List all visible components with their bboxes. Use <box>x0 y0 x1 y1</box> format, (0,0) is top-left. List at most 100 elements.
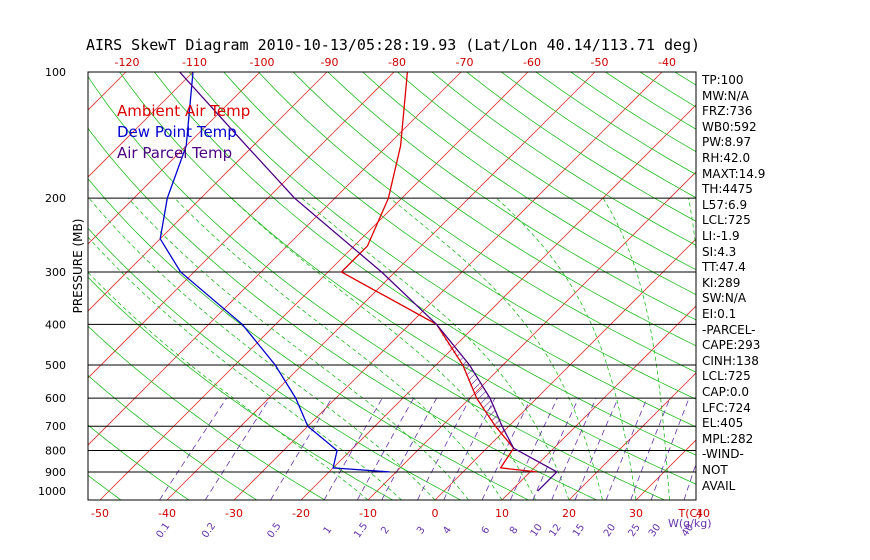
mixing-ratio-line <box>270 397 333 500</box>
dry-adiabat-line <box>292 72 696 347</box>
pressure-tick-label: 700 <box>45 420 66 433</box>
mixing-ratio-line <box>650 397 690 500</box>
moist-adiabat-line <box>496 197 637 500</box>
isotherm-line <box>166 72 596 500</box>
mixing-ratio-line <box>509 397 558 500</box>
dry-adiabat-line <box>88 325 326 500</box>
sounding-index: L57:6.9 <box>702 197 748 212</box>
sounding-index: TT:47.4 <box>702 260 746 275</box>
dew-point-temp-line <box>159 72 390 473</box>
legend-entry: Air Parcel Temp <box>117 144 232 162</box>
isotherm-line <box>501 305 696 500</box>
dry-adiabat-line <box>88 75 665 500</box>
air-parcel-temp-line <box>179 72 558 492</box>
top-temp-tick-label: -90 <box>321 56 339 69</box>
dry-adiabat-line <box>744 72 870 500</box>
sounding-index: FRZ:736 <box>702 104 753 119</box>
sounding-index: CAPE:293 <box>702 338 761 353</box>
bottom-temp-tick-label: 40 <box>696 507 710 520</box>
mixing-ratio-label: 30 <box>647 522 663 539</box>
legend-entry: Dew Point Temp <box>117 123 237 141</box>
pressure-tick-label: 400 <box>45 318 66 331</box>
isotherm-line <box>568 372 696 500</box>
moist-adiabat-line <box>174 197 503 500</box>
sounding-index: TP:100 <box>702 73 744 87</box>
legend-entry: Ambient Air Temp <box>117 102 250 120</box>
mixing-ratio-label: 25 <box>626 522 642 539</box>
pressure-tick-label: 800 <box>45 445 66 458</box>
mixing-ratio-line <box>481 397 532 500</box>
pressure-tick-label: 300 <box>45 266 66 279</box>
sounding-index: MPL:282 <box>702 431 754 446</box>
mixing-ratio-label: 20 <box>602 522 618 539</box>
mixing-ratio-label: 4 <box>441 525 454 537</box>
mixing-ratio-line <box>574 397 619 500</box>
sounding-index: CINH:138 <box>702 353 759 368</box>
mixing-ratio-unit: W(g/kg) <box>668 517 712 530</box>
pressure-tick-label: 1000 <box>38 485 66 498</box>
dry-adiabat-line <box>362 72 696 296</box>
mixing-ratio-line <box>683 463 696 500</box>
sounding-index: SI:4.3 <box>702 244 737 259</box>
isotherm-line <box>88 72 395 379</box>
sounding-index: SW:N/A <box>702 291 747 306</box>
pressure-tick-label: 600 <box>45 392 66 405</box>
sounding-index: EL:405 <box>702 416 744 431</box>
mixing-ratio-label: 1 <box>322 525 335 537</box>
bottom-temp-tick-label: 10 <box>495 507 509 520</box>
plot-frame <box>87 71 697 501</box>
mixing-ratio-line <box>356 397 415 500</box>
moist-adiabat-line <box>301 197 570 500</box>
isotherm-line <box>99 72 529 500</box>
bottom-temp-tick-label: -30 <box>225 507 243 520</box>
sounding-index: EI:0.1 <box>702 307 737 321</box>
sounding-index: LCL:725 <box>702 369 751 384</box>
dry-adiabat-line <box>88 127 597 500</box>
isotherm-line <box>770 72 870 500</box>
dry-adiabat-line <box>258 72 696 373</box>
dry-adiabat-line <box>0 72 53 500</box>
sounding-index: NOT <box>702 463 728 477</box>
isotherm-line <box>88 72 194 178</box>
pressure-tick-label: 500 <box>45 359 66 372</box>
top-temp-tick-label: -100 <box>250 56 275 69</box>
isotherm-line <box>0 72 59 500</box>
top-temp-tick-label: -120 <box>115 56 140 69</box>
sounding-index: MW:N/A <box>702 88 749 103</box>
pressure-tick-label: 200 <box>45 192 66 205</box>
mixing-ratio-line <box>551 397 597 500</box>
mixing-ratio-label: 0.5 <box>265 521 283 540</box>
dry-adiabat-line <box>153 72 696 456</box>
mixing-ratio-label: 0.2 <box>200 521 218 540</box>
dry-adiabat-line <box>88 424 190 500</box>
mixing-ratio-line <box>323 397 383 500</box>
moist-adiabat-line <box>389 197 603 500</box>
mixing-ratio-label: 8 <box>508 525 521 537</box>
mixing-ratio-label: 2 <box>379 525 392 537</box>
isotherm-line <box>88 72 462 446</box>
sounding-index: -PARCEL- <box>702 322 756 337</box>
mixing-ratio-line <box>630 397 671 500</box>
mixing-ratio-label: 10 <box>529 522 545 539</box>
ambient-air-temp-line <box>340 72 537 473</box>
moist-adiabat-line <box>88 197 436 500</box>
moist-adiabat-line <box>88 271 369 500</box>
dry-adiabat-line <box>119 72 696 485</box>
bottom-temp-tick-label: -40 <box>158 507 176 520</box>
mixing-ratio-label: 3 <box>415 525 428 537</box>
mixing-ratio-label: 12 <box>547 522 563 539</box>
isotherm-line <box>837 72 870 500</box>
pressure-tick-label: 100 <box>45 66 66 79</box>
sounding-index: -WIND- <box>702 447 744 462</box>
bottom-temp-tick-label: 20 <box>562 507 576 520</box>
top-temp-tick-label: -110 <box>182 56 207 69</box>
mixing-ratio-line <box>381 397 438 500</box>
sounding-index: CAP:0.0 <box>702 385 749 399</box>
bottom-temp-tick-label: 0 <box>432 507 439 520</box>
moist-adiabat-line <box>231 197 536 500</box>
top-temp-tick-label: -40 <box>658 56 676 69</box>
sounding-index: WB0:592 <box>702 119 757 134</box>
isotherm-line <box>88 72 127 111</box>
dry-adiabat-line <box>466 72 696 222</box>
bottom-temp-tick-label: 30 <box>629 507 643 520</box>
